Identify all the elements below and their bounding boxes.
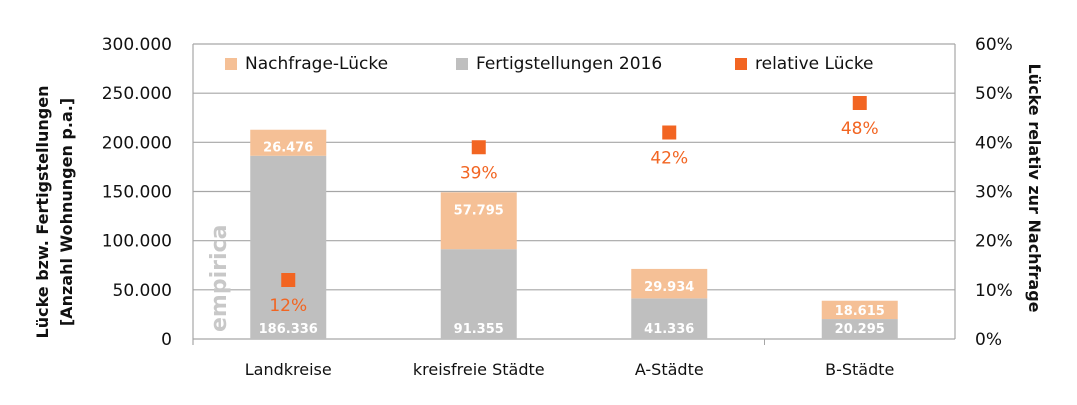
relative-luecke-label: 12% bbox=[269, 296, 307, 316]
y-right-tick-label: 50% bbox=[975, 84, 1013, 104]
category-label: B-Städte bbox=[825, 360, 894, 379]
bar-nachfrage-luecke bbox=[250, 129, 327, 156]
legend-label: Nachfrage-Lücke bbox=[245, 54, 388, 74]
bar-nachfrage-luecke bbox=[440, 192, 517, 250]
watermark-group: empirica bbox=[207, 225, 232, 332]
relative-luecke-label: 48% bbox=[841, 119, 879, 139]
bar-label-fertigstellungen: 41.336 bbox=[644, 322, 694, 337]
relative-luecke-marker bbox=[662, 125, 677, 140]
y-left-tick-label: 50.000 bbox=[113, 281, 172, 301]
legend-label: relative Lücke bbox=[755, 54, 874, 74]
bar-label-nachfrage-luecke: 26.476 bbox=[263, 141, 313, 156]
y-right-tick-label: 20% bbox=[975, 232, 1013, 252]
left-axis-ticks: 0 50.000 100.000 150.000 200.000 250.000 300.0… bbox=[102, 35, 172, 350]
y-left-tick-label: 200.000 bbox=[102, 133, 172, 153]
y-right-tick-label: 0% bbox=[975, 330, 1002, 350]
y-left-tick-label: 0 bbox=[161, 330, 172, 350]
bars: 186.336 26.476 91.355 57.795 41.336 29.934 20.… bbox=[250, 129, 898, 339]
y-left-tick-label: 300.000 bbox=[102, 35, 172, 55]
bar-label-fertigstellungen: 91.355 bbox=[454, 322, 504, 337]
y-axis-title-left-line2: [Anzahl Wohnungen p.a.] bbox=[57, 98, 76, 326]
y-right-tick-label: 30% bbox=[975, 183, 1013, 203]
bar-fertigstellungen bbox=[250, 155, 327, 339]
bar-fertigstellungen bbox=[821, 319, 898, 339]
relative-luecke-label: 42% bbox=[650, 149, 688, 169]
category-labels: Landkreise kreisfreie Städte A-Städte B-Stä… bbox=[245, 360, 895, 379]
y-left-tick-label: 100.000 bbox=[102, 232, 172, 252]
category-label: Landkreise bbox=[245, 360, 332, 379]
bar-label-fertigstellungen: 186.336 bbox=[259, 322, 318, 337]
legend-swatch bbox=[735, 58, 747, 70]
markers: 12% 39% 42% 48% bbox=[269, 96, 879, 316]
bar-nachfrage-luecke bbox=[631, 268, 708, 299]
legend: Nachfrage-Lücke Fertigstellungen 2016 rela… bbox=[225, 54, 874, 74]
right-axis-ticks: 0% 10% 20% 30% 40% 50% 60% bbox=[975, 35, 1013, 350]
y-left-tick-label: 250.000 bbox=[102, 84, 172, 104]
bar-label-fertigstellungen: 20.295 bbox=[835, 322, 885, 337]
bar-fertigstellungen bbox=[631, 298, 708, 339]
bar-label-nachfrage-luecke: 18.615 bbox=[835, 304, 885, 319]
bar-nachfrage-luecke bbox=[821, 300, 898, 320]
relative-luecke-marker bbox=[471, 140, 486, 155]
y-right-tick-label: 10% bbox=[975, 281, 1013, 301]
bar-fertigstellungen bbox=[440, 249, 517, 339]
y-axis-title-right: Lücke relativ zur Nachfrage bbox=[1025, 63, 1044, 312]
relative-luecke-label: 39% bbox=[460, 163, 498, 183]
legend-swatch bbox=[225, 58, 237, 70]
y-axis-title-left-line1: Lücke bzw. Fertigstellungen bbox=[33, 86, 52, 339]
relative-luecke-marker bbox=[281, 273, 296, 287]
relative-luecke-marker bbox=[852, 96, 867, 110]
y-right-tick-label: 60% bbox=[975, 35, 1013, 55]
bar-label-nachfrage-luecke: 29.934 bbox=[644, 280, 694, 295]
y-left-tick-label: 150.000 bbox=[102, 183, 172, 203]
y-right-tick-label: 40% bbox=[975, 133, 1013, 153]
category-label: kreisfreie Städte bbox=[413, 360, 545, 379]
legend-label: Fertigstellungen 2016 bbox=[476, 54, 662, 74]
legend-swatch bbox=[456, 58, 468, 70]
bar-label-nachfrage-luecke: 57.795 bbox=[454, 203, 504, 218]
category-label: A-Städte bbox=[635, 360, 704, 379]
watermark: empirica bbox=[207, 225, 232, 332]
